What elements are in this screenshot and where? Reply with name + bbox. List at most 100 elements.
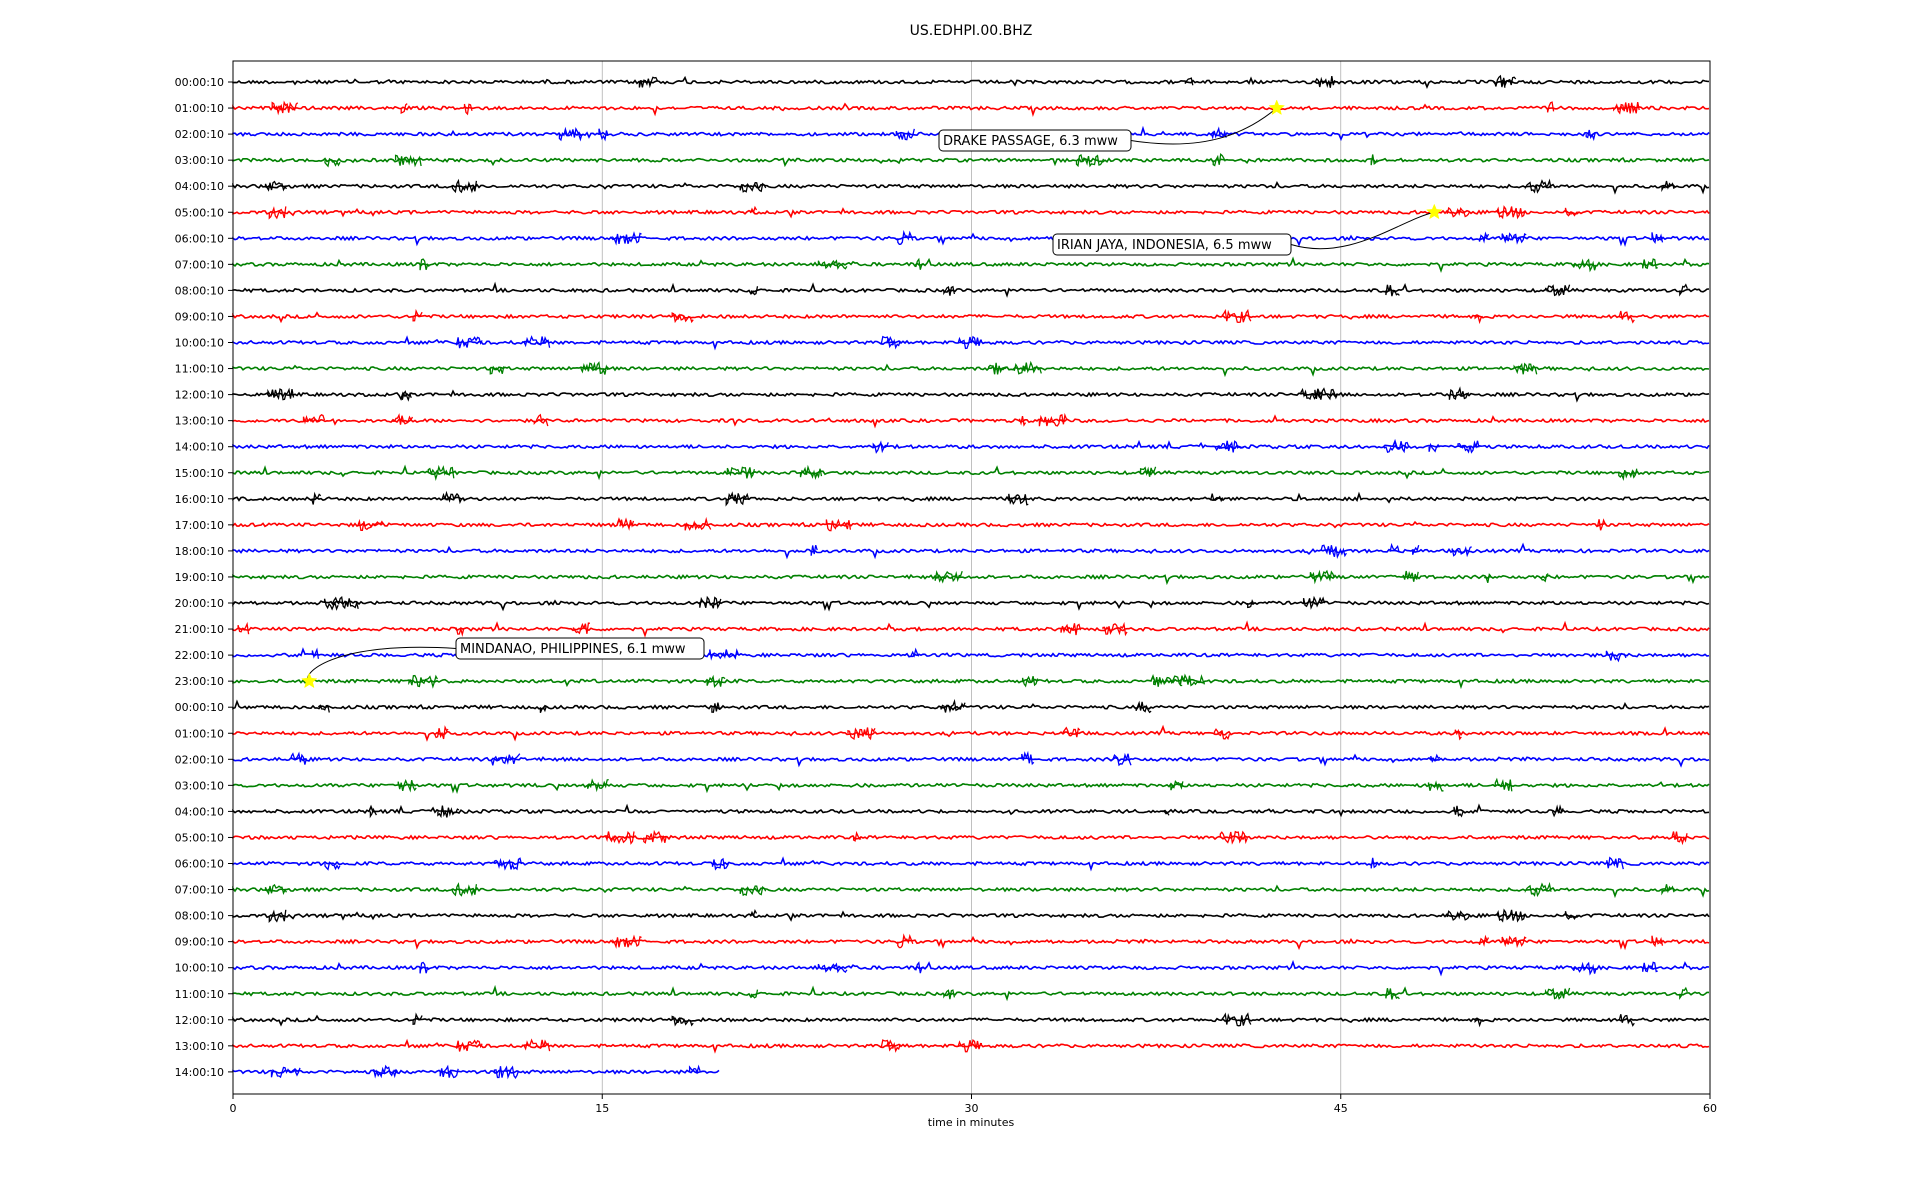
trace-line (232, 311, 1710, 324)
trace-line (232, 803, 1710, 818)
trace-burst (598, 128, 609, 142)
trace-burst (711, 702, 722, 713)
event-star-marker (1268, 99, 1286, 116)
trace-burst (1412, 545, 1420, 555)
trace-line (232, 363, 1710, 378)
trace-burst (1618, 310, 1635, 324)
trace-burst (1060, 623, 1082, 636)
trace-burst (726, 466, 756, 479)
row-label: 01:00:10 (175, 102, 224, 115)
trace-burst (1606, 856, 1624, 870)
row-label: 04:00:10 (175, 180, 224, 193)
row-label: 02:00:10 (175, 753, 224, 766)
event-star-marker (301, 672, 318, 689)
trace-burst (1564, 911, 1578, 920)
row-label: 12:00:10 (175, 389, 224, 402)
trace-burst (394, 154, 422, 168)
trace-burst (1370, 857, 1378, 869)
trace-burst (915, 257, 924, 270)
row-label: 07:00:10 (175, 258, 224, 271)
trace-line (232, 335, 1710, 351)
trace-line (232, 414, 1710, 429)
trace-burst (1213, 728, 1231, 740)
row-label: 05:00:10 (175, 831, 224, 844)
trace-burst (1247, 599, 1255, 609)
row-label: 05:00:10 (175, 206, 224, 219)
row-label: 15:00:10 (175, 467, 224, 480)
x-tick-label: 30 (965, 1102, 979, 1115)
row-label: 14:00:10 (175, 1066, 224, 1079)
trace-burst (739, 885, 767, 897)
trace-line (232, 256, 1710, 274)
trace-burst (412, 1012, 423, 1025)
trace-burst (750, 989, 759, 999)
trace-burst (369, 807, 377, 819)
trace-burst (897, 933, 914, 949)
row-label: 11:00:10 (175, 363, 224, 376)
trace-burst (638, 76, 658, 89)
row-label: 22:00:10 (175, 649, 224, 662)
trace-burst (587, 778, 609, 793)
trace-burst (1320, 544, 1347, 560)
trace-burst (749, 205, 758, 214)
row-label: 08:00:10 (175, 910, 224, 923)
traces (232, 74, 1710, 1080)
trace-burst (1075, 153, 1105, 168)
trace-burst (451, 178, 478, 194)
trace-burst (1162, 810, 1170, 816)
trace-burst (1451, 546, 1472, 558)
event-star-marker (1426, 203, 1443, 220)
trace-burst (1430, 753, 1441, 763)
trace-burst (699, 595, 722, 610)
trace-burst (521, 1038, 551, 1052)
trace-burst (852, 830, 862, 842)
trace-burst (1642, 258, 1658, 270)
event-annotations: DRAKE PASSAGE, 6.3 mww IRIAN JAYA, INDONE… (301, 99, 1443, 689)
trace-burst (1021, 750, 1035, 766)
trace-burst (1679, 283, 1688, 297)
trace-burst (1402, 570, 1419, 582)
event-connector (1290, 211, 1435, 250)
trace-burst (441, 490, 466, 505)
row-label: 18:00:10 (175, 545, 224, 558)
row-labels: 00:00:10 01:00:10 02:00:10 03:00:10 04:00:10… (175, 76, 233, 1079)
trace-line (232, 1038, 1710, 1054)
trace-burst (1300, 387, 1321, 401)
trace-burst (324, 861, 341, 871)
row-label: 21:00:10 (175, 623, 224, 636)
row-label: 08:00:10 (175, 284, 224, 297)
trace-burst (1385, 284, 1400, 297)
trace-burst (1221, 308, 1252, 324)
trace-line (232, 102, 1710, 117)
event-connector (306, 646, 457, 682)
trace-burst (1642, 961, 1658, 973)
row-label: 11:00:10 (175, 988, 224, 1001)
row-label: 12:00:10 (175, 1014, 224, 1027)
trace-burst (1546, 101, 1555, 113)
trace-burst (1454, 728, 1462, 741)
row-label: 14:00:10 (175, 441, 224, 454)
trace-burst (493, 857, 523, 871)
trace-burst (455, 1039, 483, 1052)
trace-burst (725, 491, 750, 507)
trace-burst (739, 182, 767, 193)
trace-line (232, 542, 1710, 560)
trace-burst (455, 626, 465, 637)
row-label: 10:00:10 (175, 962, 224, 975)
trace-burst (709, 648, 739, 661)
row-label: 10:00:10 (175, 337, 224, 350)
trace-burst (558, 126, 583, 142)
trace-burst (439, 1064, 459, 1079)
trace-burst (671, 1015, 694, 1027)
trace-line (232, 464, 1710, 481)
row-label: 04:00:10 (175, 805, 224, 818)
trace-line (232, 781, 1710, 794)
trace-burst (1383, 441, 1410, 454)
trace-burst (290, 751, 308, 765)
trace-burst (619, 517, 635, 531)
event-label: MINDANAO, PHILIPPINES, 6.1 mww (460, 642, 686, 657)
trace-burst (1385, 988, 1400, 1000)
row-label: 20:00:10 (175, 597, 224, 610)
x-axis-label: time in minutes (928, 1116, 1015, 1129)
trace-burst (437, 805, 460, 819)
